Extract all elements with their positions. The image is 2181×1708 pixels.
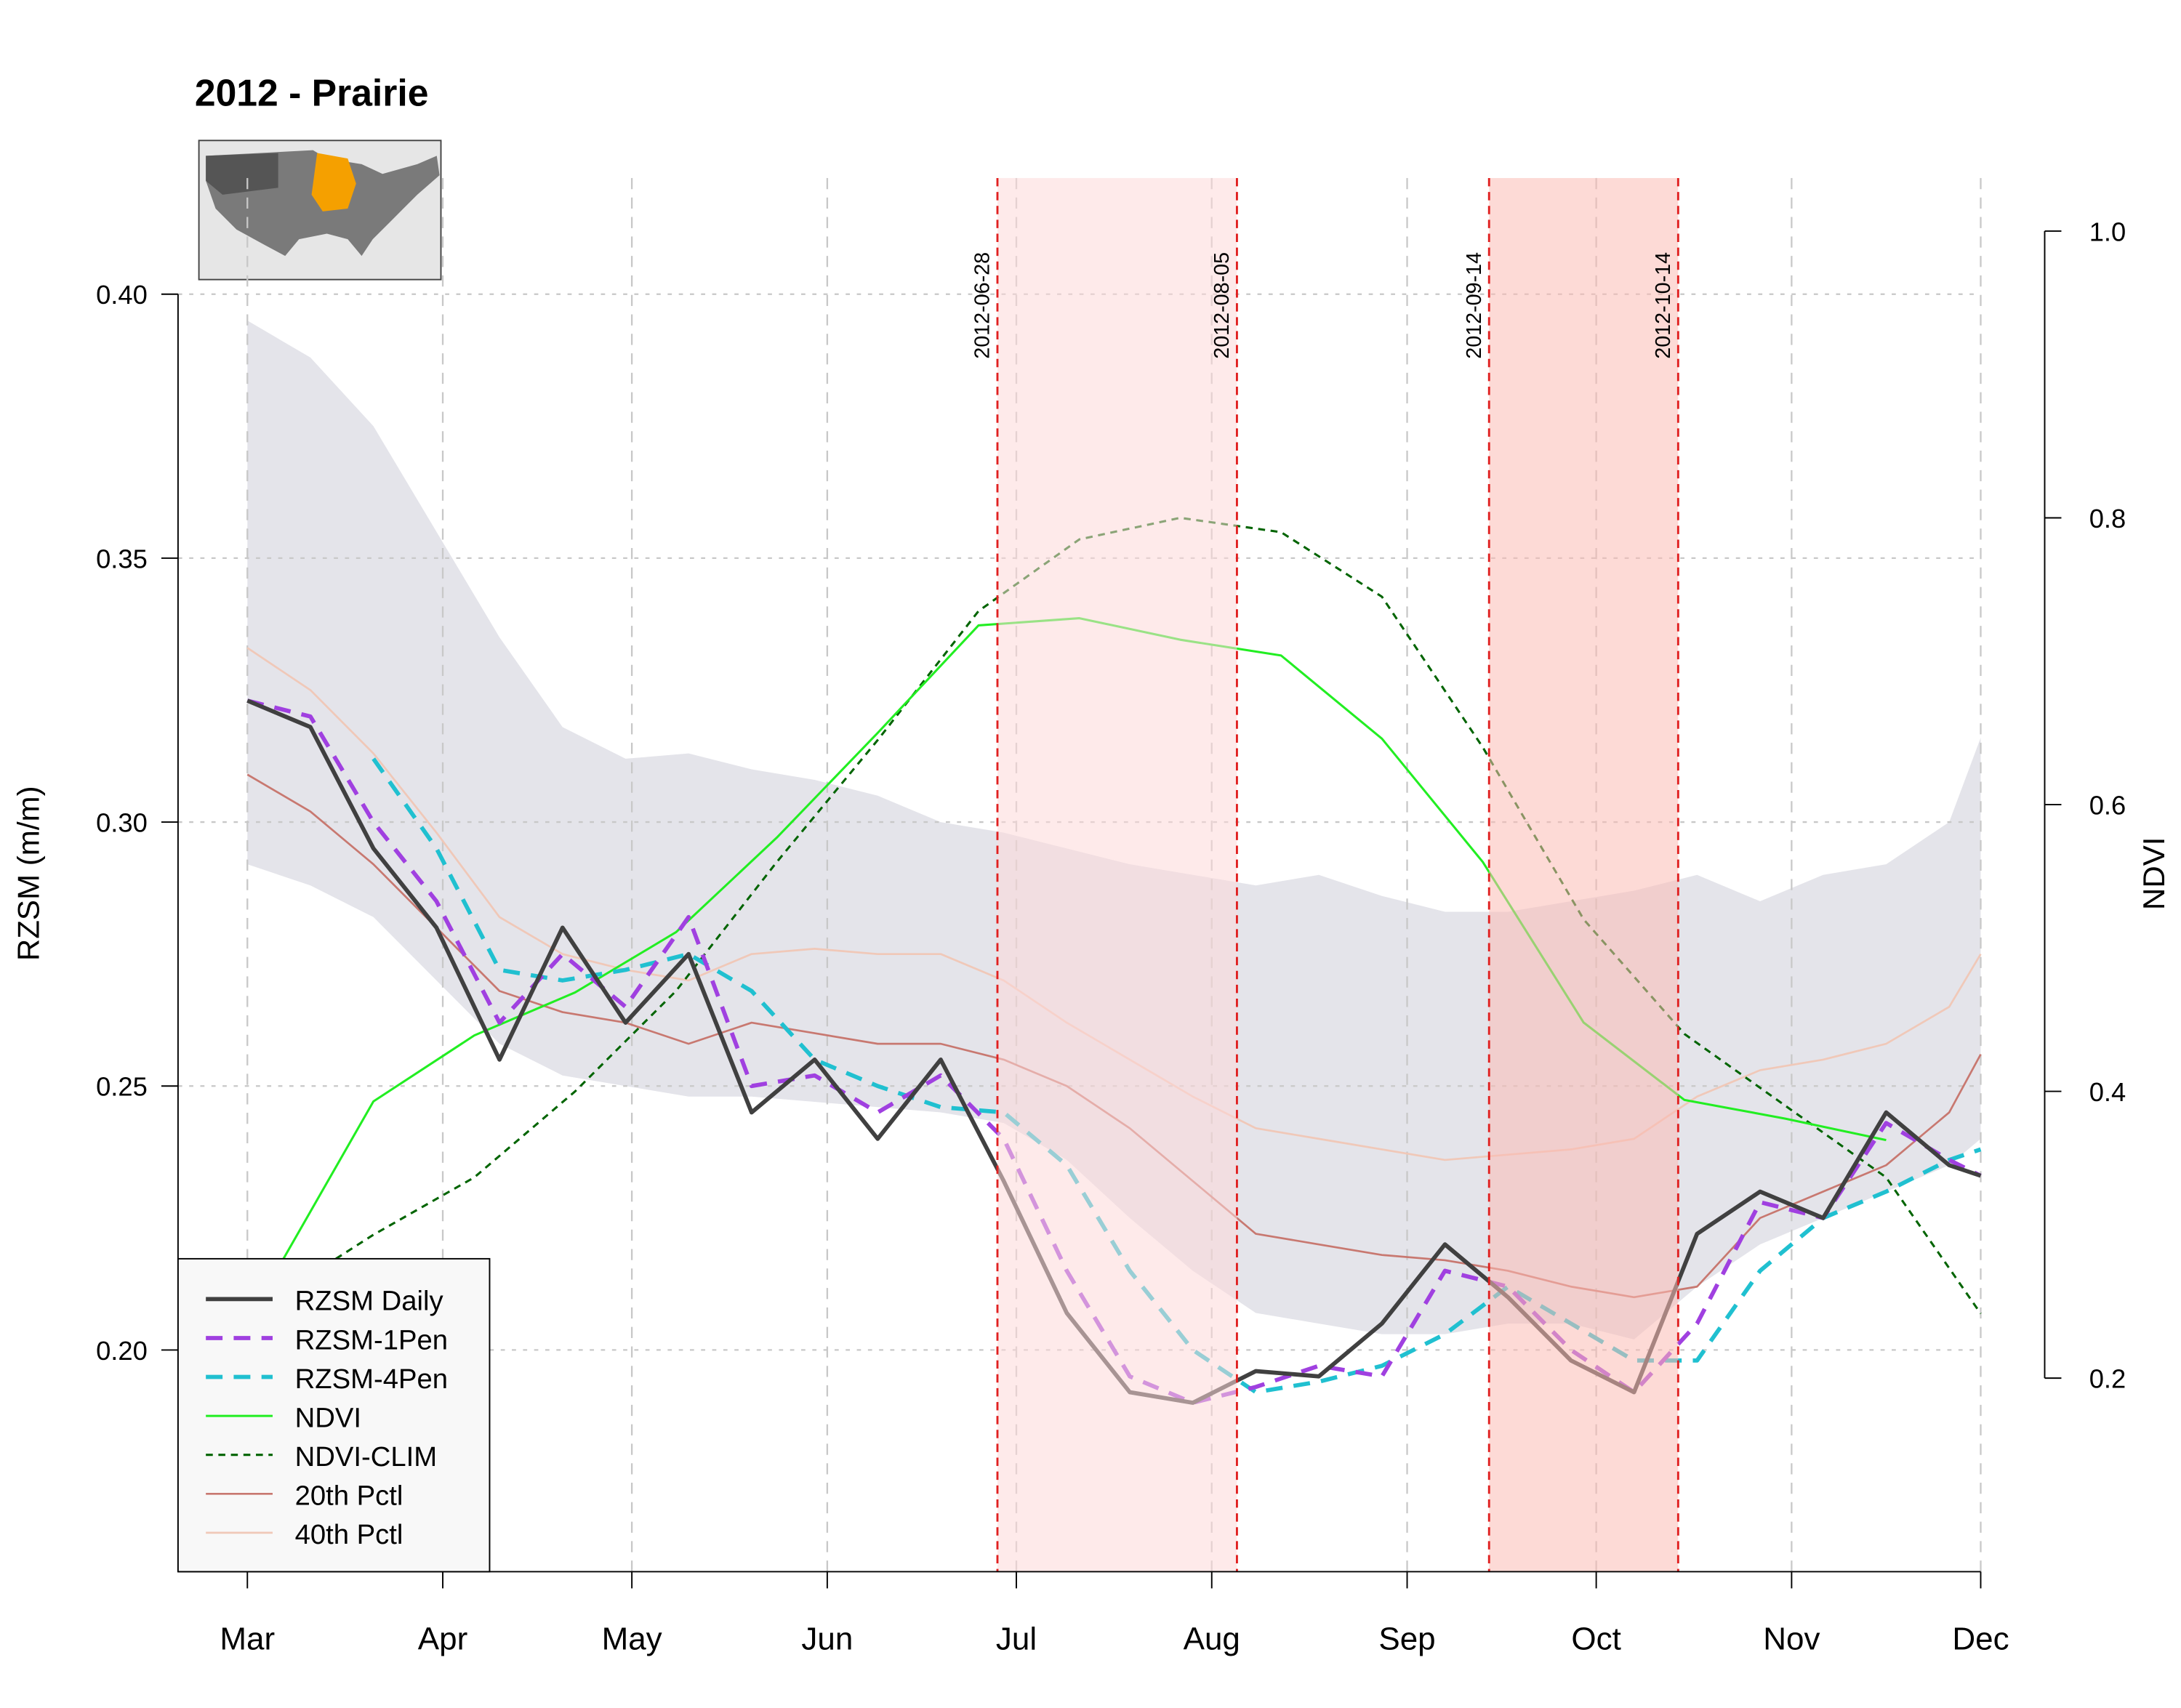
y-axis-label: RZSM (m/m): [12, 786, 46, 961]
inset-map: [198, 140, 442, 281]
y2-tick-label: 0.4: [2089, 1077, 2126, 1107]
legend-label: 40th Pctl: [295, 1519, 403, 1550]
legend-label: 20th Pctl: [295, 1481, 403, 1512]
y2-tick-label: 0.8: [2089, 504, 2126, 533]
x-tick-label: Sep: [1378, 1622, 1435, 1657]
legend-label: RZSM-1Pen: [295, 1324, 448, 1355]
y2-tick-label: 0.2: [2089, 1364, 2126, 1394]
y-tick-label: 0.20: [96, 1336, 148, 1366]
series-line: [371, 757, 1982, 1395]
x-tick-label: Apr: [418, 1622, 467, 1657]
x-tick-label: Nov: [1763, 1622, 1820, 1657]
y2-tick-label: 0.6: [2089, 790, 2126, 820]
y2-tick-label: 1.0: [2089, 217, 2126, 246]
x-tick-label: Jun: [801, 1622, 853, 1657]
x-tick-label: Dec: [1952, 1622, 2009, 1657]
y-tick-label: 0.25: [96, 1072, 148, 1102]
event-shade: [1489, 177, 1679, 1572]
chart-title: 2012 - Prairie: [195, 71, 429, 113]
x-tick-label: May: [602, 1622, 662, 1657]
y2-axis-label: NDVI: [2137, 837, 2171, 911]
legend-label: NDVI: [295, 1402, 361, 1433]
x-tick-label: Jul: [996, 1622, 1037, 1657]
y-tick-label: 0.40: [96, 280, 148, 310]
legend-label: NDVI-CLIM: [295, 1441, 437, 1473]
event-label: 2012-09-14: [1463, 252, 1486, 359]
y-tick-label: 0.35: [96, 544, 148, 573]
x-tick-label: Mar: [220, 1622, 275, 1657]
event-shade: [997, 177, 1237, 1572]
legend-label: RZSM Daily: [295, 1286, 444, 1317]
event-label: 2012-10-14: [1652, 252, 1675, 359]
legend-label: RZSM-4Pen: [295, 1363, 448, 1395]
y-tick-label: 0.30: [96, 807, 148, 837]
event-label: 2012-06-28: [971, 252, 995, 359]
event-label: 2012-08-05: [1210, 252, 1234, 359]
x-tick-label: Oct: [1571, 1622, 1620, 1657]
x-tick-label: Aug: [1184, 1622, 1240, 1657]
